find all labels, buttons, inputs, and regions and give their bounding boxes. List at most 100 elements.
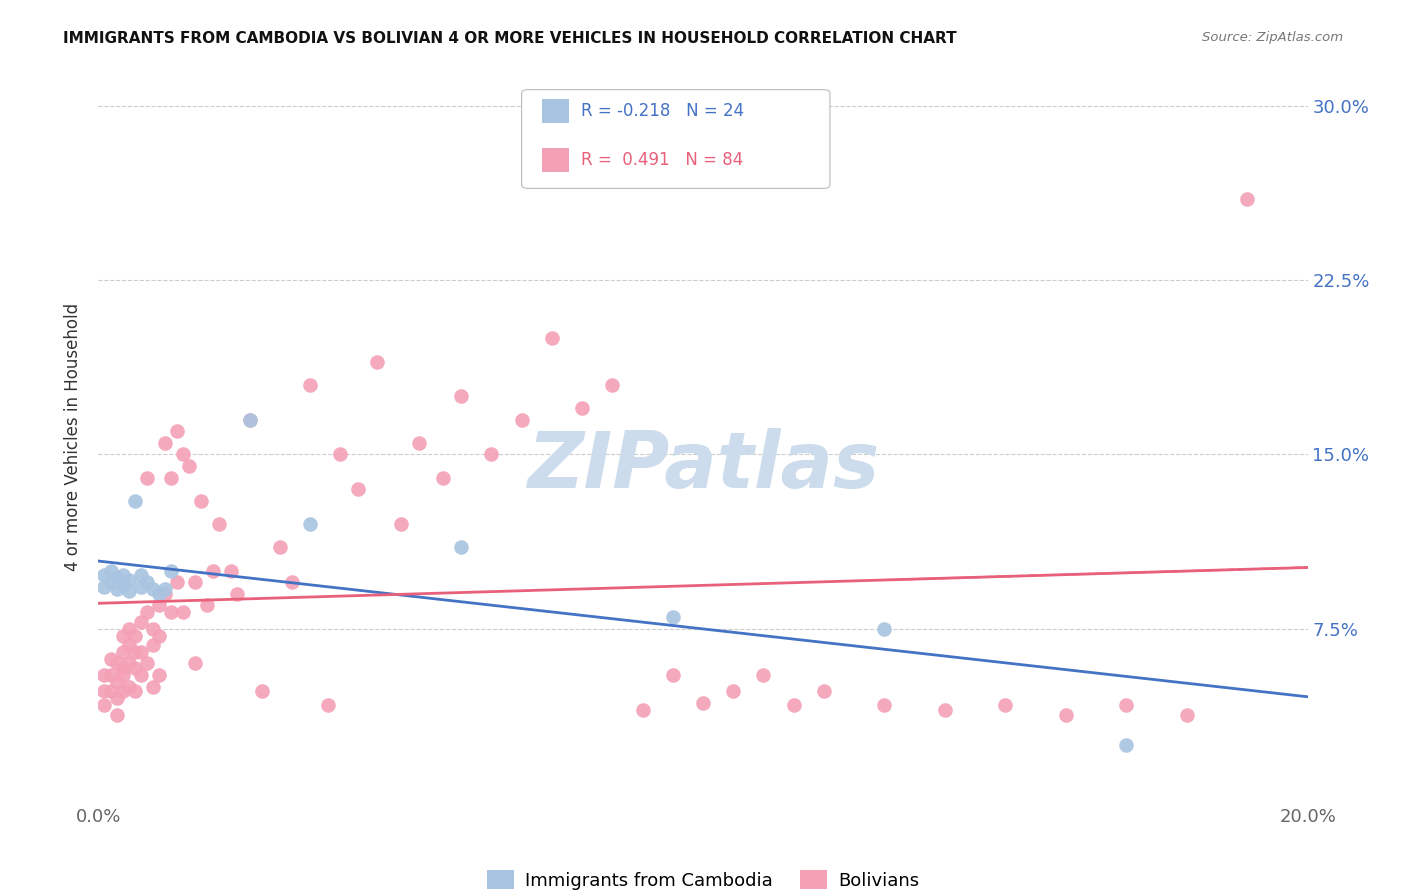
Point bbox=[389, 517, 412, 532]
Y-axis label: 4 or more Vehicles in Household: 4 or more Vehicles in Household bbox=[65, 303, 83, 571]
Point bbox=[93, 684, 115, 698]
Point bbox=[1115, 698, 1137, 713]
Point bbox=[153, 436, 176, 450]
Point bbox=[202, 564, 225, 578]
Text: R = -0.218   N = 24: R = -0.218 N = 24 bbox=[581, 102, 744, 120]
Point bbox=[179, 459, 201, 474]
Point bbox=[934, 703, 956, 717]
Point bbox=[540, 331, 562, 345]
Point bbox=[316, 698, 339, 713]
Point bbox=[184, 575, 207, 590]
Point bbox=[299, 517, 322, 532]
Point bbox=[148, 668, 170, 682]
Point bbox=[135, 606, 157, 620]
Point bbox=[239, 412, 262, 426]
Point bbox=[450, 389, 472, 403]
FancyBboxPatch shape bbox=[522, 90, 830, 188]
Point bbox=[100, 575, 122, 590]
Point bbox=[111, 645, 134, 659]
Point bbox=[450, 541, 472, 555]
Point bbox=[124, 629, 146, 643]
Point bbox=[111, 661, 134, 675]
Point bbox=[661, 668, 683, 682]
Point bbox=[1115, 738, 1137, 752]
Point bbox=[481, 448, 503, 462]
Point bbox=[124, 494, 146, 508]
Point bbox=[873, 622, 896, 636]
Point bbox=[166, 424, 188, 438]
Point bbox=[105, 675, 128, 690]
Point bbox=[1175, 707, 1198, 722]
Point bbox=[118, 657, 141, 671]
FancyBboxPatch shape bbox=[543, 148, 569, 171]
Point bbox=[723, 684, 745, 698]
Point bbox=[118, 584, 141, 599]
Text: ZIPatlas: ZIPatlas bbox=[527, 428, 879, 504]
Point bbox=[153, 582, 176, 597]
Point bbox=[873, 698, 896, 713]
Point bbox=[111, 577, 134, 591]
Point bbox=[602, 377, 624, 392]
Point bbox=[105, 707, 128, 722]
Point bbox=[129, 568, 152, 582]
Point bbox=[366, 354, 388, 368]
Point bbox=[124, 645, 146, 659]
Point bbox=[661, 610, 683, 624]
Point bbox=[190, 494, 212, 508]
Point bbox=[118, 622, 141, 636]
Point bbox=[111, 629, 134, 643]
Point bbox=[692, 696, 714, 710]
Point bbox=[160, 564, 183, 578]
Point bbox=[100, 684, 122, 698]
Point bbox=[813, 684, 835, 698]
Point bbox=[124, 661, 146, 675]
Point bbox=[166, 575, 188, 590]
Point bbox=[93, 580, 115, 594]
Point bbox=[148, 599, 170, 613]
Point bbox=[142, 638, 165, 652]
Point bbox=[148, 587, 170, 601]
Point bbox=[129, 668, 152, 682]
Point bbox=[221, 564, 243, 578]
Point bbox=[93, 698, 115, 713]
Point bbox=[93, 568, 115, 582]
Point bbox=[994, 698, 1017, 713]
Point bbox=[1236, 192, 1258, 206]
Point bbox=[184, 657, 207, 671]
Point bbox=[153, 587, 176, 601]
Point bbox=[299, 377, 322, 392]
Point bbox=[510, 412, 533, 426]
Text: Source: ZipAtlas.com: Source: ZipAtlas.com bbox=[1202, 31, 1343, 45]
Point bbox=[208, 517, 231, 532]
Point bbox=[124, 684, 146, 698]
Point bbox=[160, 606, 183, 620]
Point bbox=[105, 582, 128, 597]
Point bbox=[172, 606, 194, 620]
Point bbox=[269, 541, 291, 555]
FancyBboxPatch shape bbox=[543, 99, 569, 122]
Point bbox=[226, 587, 249, 601]
Point bbox=[160, 471, 183, 485]
Point bbox=[100, 564, 122, 578]
Point bbox=[347, 483, 370, 497]
Point bbox=[172, 448, 194, 462]
Point bbox=[118, 680, 141, 694]
Point bbox=[281, 575, 304, 590]
Point bbox=[432, 471, 454, 485]
Legend: Immigrants from Cambodia, Bolivians: Immigrants from Cambodia, Bolivians bbox=[479, 863, 927, 892]
Text: IMMIGRANTS FROM CAMBODIA VS BOLIVIAN 4 OR MORE VEHICLES IN HOUSEHOLD CORRELATION: IMMIGRANTS FROM CAMBODIA VS BOLIVIAN 4 O… bbox=[63, 31, 957, 46]
Point bbox=[111, 568, 134, 582]
Point bbox=[129, 645, 152, 659]
Point bbox=[135, 657, 157, 671]
Point bbox=[118, 573, 141, 587]
Point bbox=[111, 668, 134, 682]
Point bbox=[135, 575, 157, 590]
Point bbox=[329, 448, 352, 462]
Point bbox=[93, 668, 115, 682]
Point bbox=[250, 684, 273, 698]
Point bbox=[142, 680, 165, 694]
Point bbox=[111, 684, 134, 698]
Point bbox=[408, 436, 430, 450]
Point bbox=[100, 652, 122, 666]
Point bbox=[631, 703, 654, 717]
